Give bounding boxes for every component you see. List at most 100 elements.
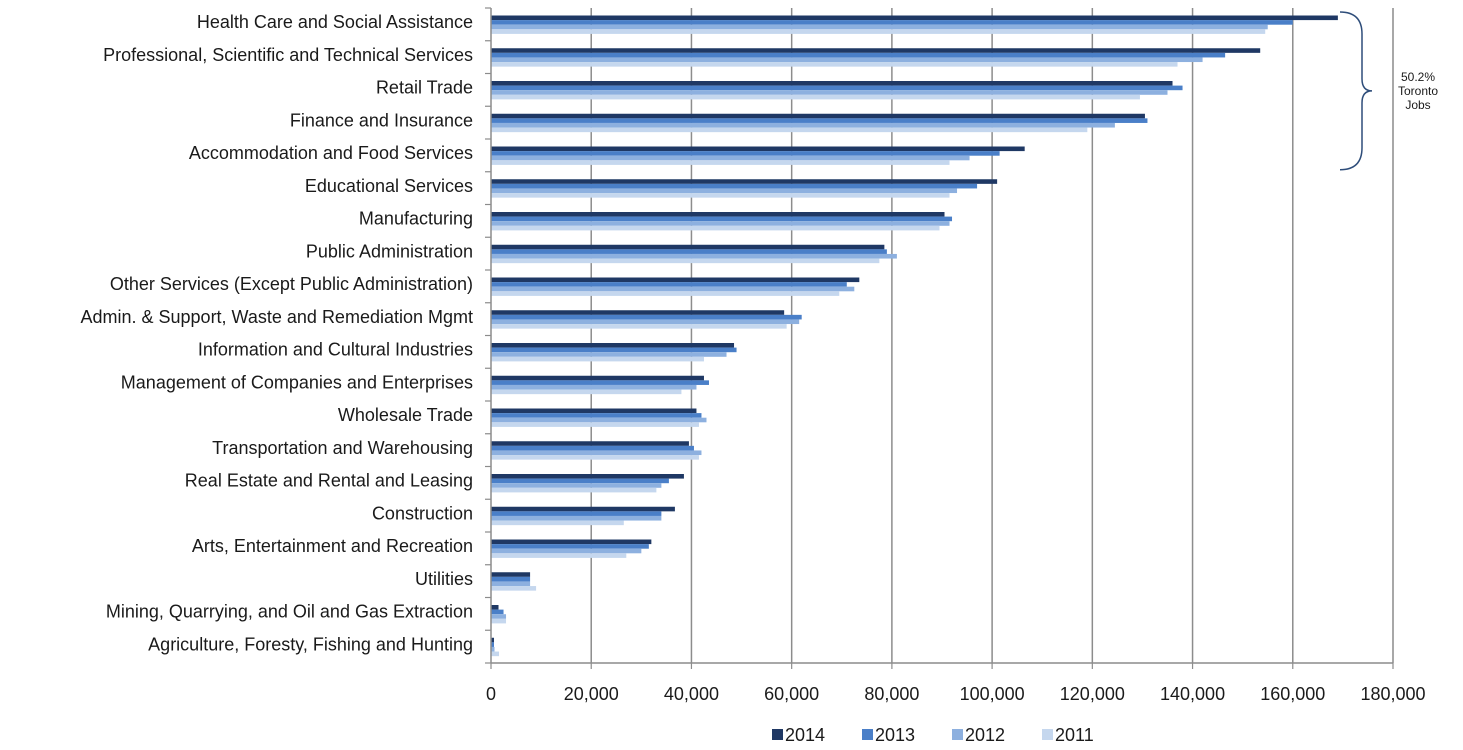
bar-2012 xyxy=(491,450,702,456)
category-label: Professional, Scientific and Technical S… xyxy=(103,45,473,65)
bar-2014 xyxy=(491,408,697,414)
bar-2014 xyxy=(491,375,704,381)
legend-label: 2011 xyxy=(1055,725,1094,745)
x-tick-label: 180,000 xyxy=(1360,684,1425,704)
bar-2012 xyxy=(491,548,642,554)
bar-2013 xyxy=(491,511,662,516)
bar-2011 xyxy=(491,62,1178,67)
bar-2012 xyxy=(491,319,800,325)
bar-2012 xyxy=(491,221,950,226)
bar-2014 xyxy=(491,179,998,184)
bar-2012 xyxy=(491,253,897,259)
bar-2012 xyxy=(491,286,855,292)
x-tick-label: 40,000 xyxy=(664,684,719,704)
bar-2014 xyxy=(491,15,1338,21)
bar-2013 xyxy=(491,478,669,484)
bar-2014 xyxy=(491,48,1261,53)
bar-2011 xyxy=(491,553,627,558)
bar-2014 xyxy=(491,212,945,217)
annotation-text: Toronto xyxy=(1398,84,1438,98)
category-label: Utilities xyxy=(415,569,473,589)
category-label: Retail Trade xyxy=(376,78,473,98)
x-tick-label: 60,000 xyxy=(764,684,819,704)
category-label: Transportation and Warehousing xyxy=(212,438,473,458)
bar-2012 xyxy=(491,155,970,161)
category-label: Finance and Insurance xyxy=(290,110,473,130)
bar-2013 xyxy=(491,52,1226,58)
bar-2014 xyxy=(491,441,689,446)
x-tick-label: 160,000 xyxy=(1260,684,1325,704)
bar-2011 xyxy=(491,389,682,395)
x-tick-label: 120,000 xyxy=(1060,684,1125,704)
bar-2012 xyxy=(491,384,697,390)
bar-2011 xyxy=(491,258,880,264)
bar-2012 xyxy=(491,646,495,652)
category-label: Management of Companies and Enterprises xyxy=(121,372,473,392)
legend-label: 2014 xyxy=(785,725,825,745)
category-label: Health Care and Social Assistance xyxy=(197,12,473,32)
bar-2013 xyxy=(491,20,1293,25)
bar-2012 xyxy=(491,90,1168,95)
x-tick-label: 20,000 xyxy=(564,684,619,704)
category-label: Agriculture, Foresty, Fishing and Huntin… xyxy=(148,634,473,654)
annotation-text: 50.2% xyxy=(1401,70,1435,84)
bar-2012 xyxy=(491,24,1268,30)
bar-2013 xyxy=(491,347,737,353)
bar-2014 xyxy=(491,113,1145,119)
category-label: Information and Cultural Industries xyxy=(198,340,473,360)
bar-2011 xyxy=(491,193,950,198)
bar-2013 xyxy=(491,183,978,189)
bar-2013 xyxy=(491,642,495,647)
bar-2013 xyxy=(491,314,802,320)
bar-2014 xyxy=(491,572,531,577)
bar-2013 xyxy=(491,216,953,222)
bar-2011 xyxy=(491,618,507,624)
bar-2012 xyxy=(491,122,1115,128)
category-label: Public Administration xyxy=(306,241,473,261)
bar-2013 xyxy=(491,609,504,615)
category-label: Construction xyxy=(372,503,473,523)
bar-2013 xyxy=(491,544,649,549)
bar-2012 xyxy=(491,188,958,194)
category-label: Arts, Entertainment and Recreation xyxy=(192,536,473,556)
category-label: Admin. & Support, Waste and Remediation … xyxy=(80,307,473,327)
bar-2011 xyxy=(491,520,624,526)
category-label: Real Estate and Rental and Leasing xyxy=(185,471,473,491)
bar-2011 xyxy=(491,225,940,231)
annotation-text: Jobs xyxy=(1405,98,1430,112)
bar-2011 xyxy=(491,455,699,460)
bar-2011 xyxy=(491,651,500,657)
bar-2013 xyxy=(491,151,1000,156)
x-tick-label: 0 xyxy=(486,684,496,704)
bar-2012 xyxy=(491,483,662,488)
bar-2012 xyxy=(491,352,727,357)
bar-2013 xyxy=(491,249,887,254)
bar-2011 xyxy=(491,29,1266,34)
bar-2011 xyxy=(491,160,950,165)
bar-2011 xyxy=(491,324,787,329)
category-label: Accommodation and Food Services xyxy=(189,143,473,163)
bar-2014 xyxy=(491,146,1025,152)
bar-2014 xyxy=(491,474,684,479)
bar-2014 xyxy=(491,310,785,315)
annotation-brace xyxy=(1339,11,1373,171)
bar-2012 xyxy=(491,614,507,619)
legend-swatch xyxy=(952,729,963,740)
bar-2013 xyxy=(491,118,1148,123)
category-label: Mining, Quarrying, and Oil and Gas Extra… xyxy=(106,602,473,622)
bar-2012 xyxy=(491,417,707,423)
bar-2011 xyxy=(491,94,1140,100)
bar-2014 xyxy=(491,244,885,250)
bar-2013 xyxy=(491,445,694,451)
category-label: Wholesale Trade xyxy=(338,405,473,425)
category-label: Educational Services xyxy=(305,176,473,196)
legend-swatch xyxy=(772,729,783,740)
bar-2014 xyxy=(491,605,499,610)
bar-2011 xyxy=(491,127,1088,133)
legend-swatch xyxy=(1042,729,1053,740)
legend-swatch xyxy=(862,729,873,740)
bar-2011 xyxy=(491,422,699,427)
bar-2012 xyxy=(491,581,531,587)
bar-2013 xyxy=(491,576,531,582)
bar-2013 xyxy=(491,380,709,385)
